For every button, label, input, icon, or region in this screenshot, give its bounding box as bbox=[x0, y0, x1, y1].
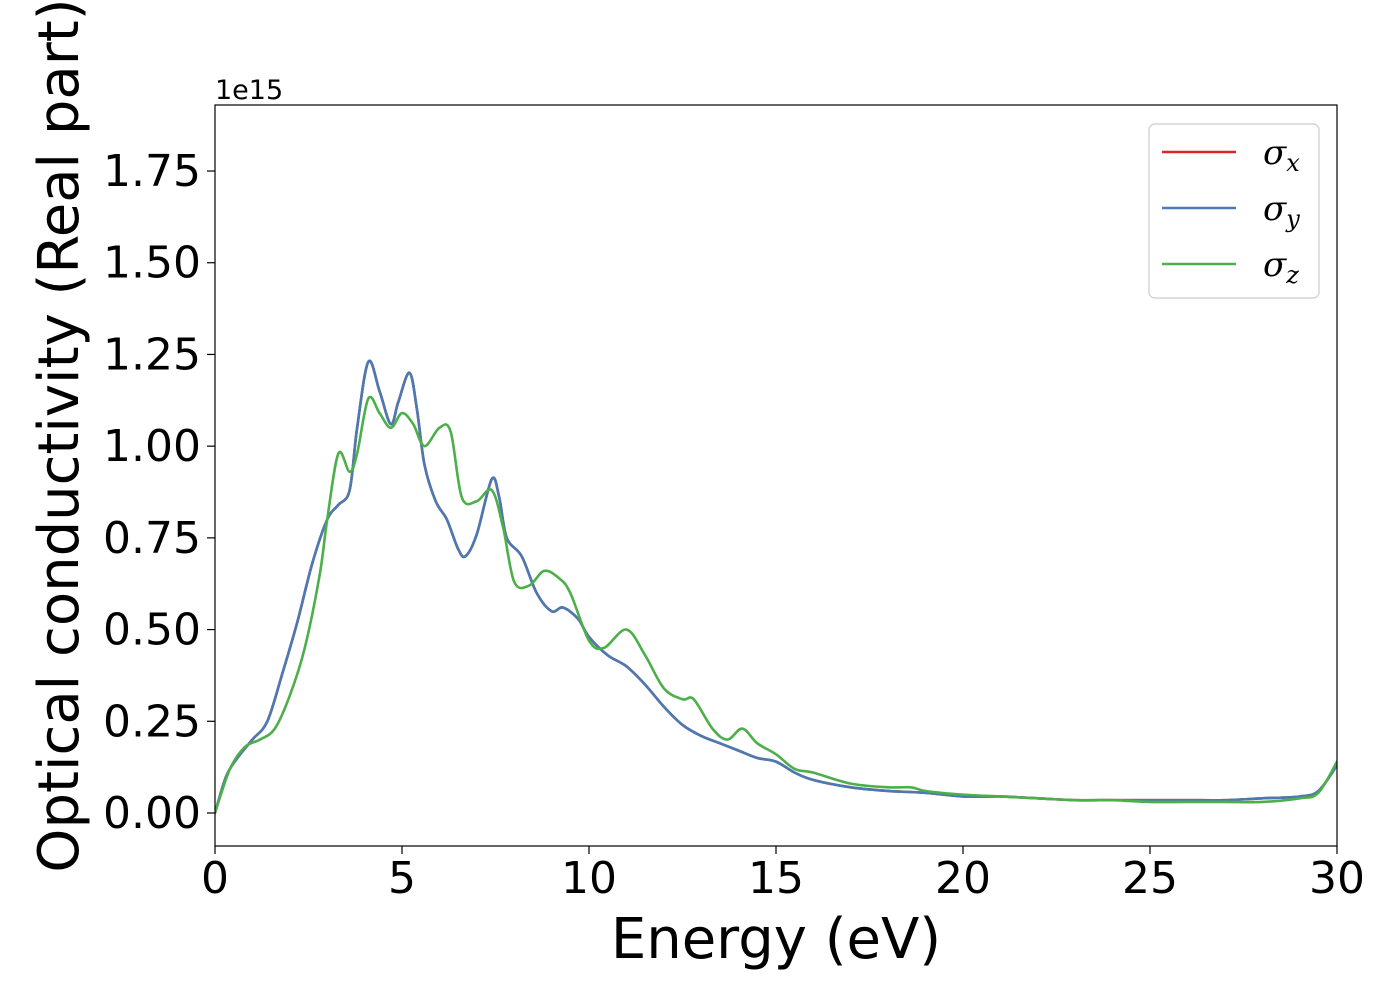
legend-subscript: x bbox=[1286, 149, 1300, 177]
y-tick-label: 0.00 bbox=[103, 788, 201, 839]
legend-subscript: z bbox=[1285, 261, 1299, 289]
y-tick-label: 0.25 bbox=[103, 696, 201, 747]
y-tick-label: 1.50 bbox=[103, 238, 201, 289]
y-axis-ticks: 0.00 0.25 0.50 0.75 1.00 1.25 1.50 1.75 bbox=[103, 146, 215, 839]
legend-box bbox=[1148, 123, 1320, 299]
y-tick-label: 0.50 bbox=[103, 605, 201, 656]
x-tick-label: 25 bbox=[1122, 853, 1178, 904]
x-tick-label: 10 bbox=[561, 853, 617, 904]
y-axis-title: Optical conductivity (Real part) bbox=[27, 0, 92, 873]
y-offset-label: 1e15 bbox=[215, 75, 283, 106]
legend-symbol: σ bbox=[1263, 189, 1287, 229]
legend-label-y: σy bbox=[1263, 189, 1300, 233]
x-axis-ticks: 0 5 10 15 20 25 30 bbox=[201, 846, 1365, 904]
x-tick-label: 5 bbox=[388, 853, 416, 904]
x-tick-label: 15 bbox=[748, 853, 804, 904]
y-tick-label: 1.75 bbox=[103, 146, 201, 197]
legend-subscript: y bbox=[1285, 205, 1300, 233]
x-tick-label: 30 bbox=[1309, 853, 1365, 904]
y-tick-label: 0.75 bbox=[103, 513, 201, 564]
plot-lines bbox=[215, 359, 1337, 815]
series-line-z bbox=[215, 395, 1337, 815]
legend-symbol: σ bbox=[1263, 245, 1287, 285]
x-axis-title: Energy (eV) bbox=[611, 907, 941, 972]
y-tick-label: 1.00 bbox=[103, 421, 201, 472]
legend-symbol: σ bbox=[1263, 133, 1287, 173]
x-tick-label: 20 bbox=[935, 853, 991, 904]
y-tick-label: 1.25 bbox=[103, 329, 201, 380]
legend-label-x: σx bbox=[1263, 133, 1300, 177]
x-tick-label: 0 bbox=[201, 853, 229, 904]
legend-label-z: σz bbox=[1263, 245, 1299, 289]
